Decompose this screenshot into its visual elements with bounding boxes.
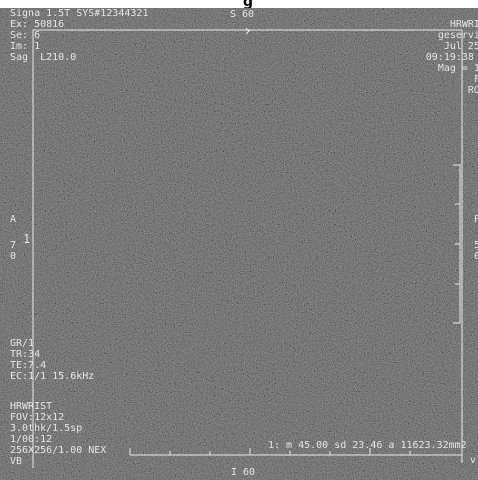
info-line: Ex: 50816 [10,19,65,30]
bottom-center-label: I 60 [231,467,256,478]
title-fragment: g [243,0,254,10]
right-label-p: P [474,214,478,225]
info-line: FOV:12x12 [10,412,65,423]
info-line: 3.0thk/1.5sp [10,423,83,434]
info-line: 09:19:38 AM [425,52,474,63]
info-line: TE:7.4 [10,360,47,371]
info-line: geservice [437,30,478,41]
info-line: be [426,8,478,19]
frame [32,27,463,468]
info-line: GR/1 [10,338,35,349]
info-line: Im: 1 [10,41,41,52]
left-label-a: A [10,214,17,225]
right-label-5: 5 [474,240,478,251]
info-line: 1/00:12 [10,434,53,445]
left-label-1: 1 [23,232,31,246]
noise [0,8,478,480]
info-line: FL: [473,74,478,85]
info-line: HRWRIST [449,19,478,30]
right-label-0: 0 [474,251,478,262]
info-line: Sag L210.0 [10,52,77,63]
top-left-info: Signa 1.5T SYS#12344321 Ex: 50816 Se: 6 Im:… [10,8,148,63]
info-line: ROT: [467,85,478,96]
mri-image [0,8,478,480]
info-line: 256X256/1.00 NEX [10,445,107,456]
top-center-label: S 60 [230,9,255,20]
measurement: 1: m 45.00 sd 23.46 a 11623.32mm2 [268,440,467,451]
top-right-info: beHRWRISTgeserviceJul 25 009:19:38 AMMag… [426,8,478,96]
info-line: TR:34 [10,349,41,360]
info-line: EC:1/1 15.6kHz [10,371,95,382]
sequence-info: GR/1 TR:34 TE:7.4 EC:1/1 15.6kHz [10,338,94,382]
info-line: VB [10,456,23,467]
left-label-0: 0 [10,251,17,262]
protocol-info: HRWRIST FOV:12x12 3.0thk/1.5sp 1/00:12 256X2… [10,401,106,467]
info-line: Mag = 1.0 [437,63,478,74]
bottom-right-label: v [470,455,477,466]
info-line: Jul 25 0 [443,41,478,52]
info-line: HRWRIST [10,401,53,412]
info-line: Se: 6 [10,30,41,41]
left-label-7: 7 [10,240,17,251]
info-line: Signa 1.5T SYS#12344321 [10,8,149,19]
